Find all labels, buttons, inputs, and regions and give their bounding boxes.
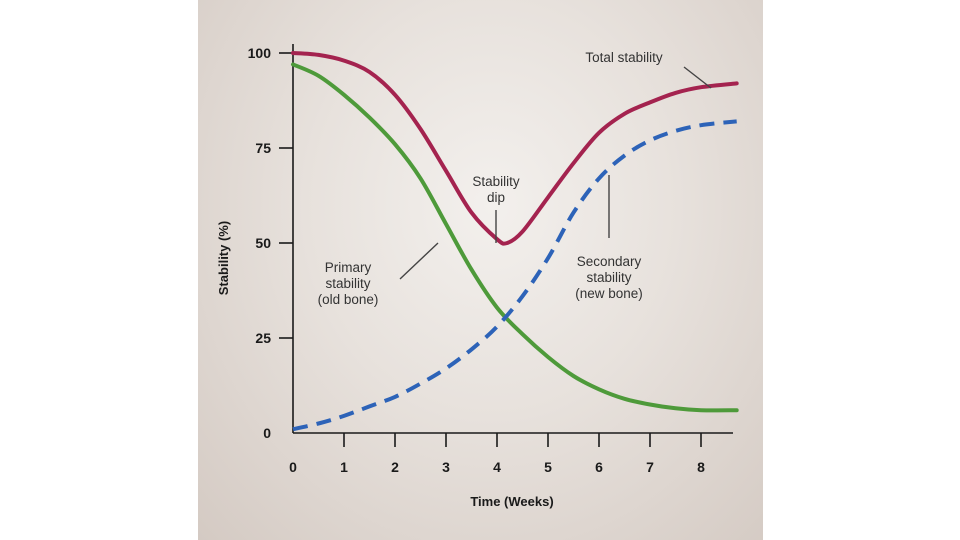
secondary-annotation-line: stability [586, 270, 631, 285]
x-tick-label: 6 [595, 459, 603, 475]
dip-annotation-line: Stability [472, 174, 520, 189]
x-tick-label: 0 [289, 459, 297, 475]
y-tick-label: 25 [255, 330, 271, 346]
total-stability-leader [683, 66, 712, 89]
x-tick-label: 2 [391, 459, 399, 475]
x-tick-label: 4 [493, 459, 501, 475]
x-axis-title: Time (Weeks) [470, 494, 553, 509]
secondary-annotation-line: Secondary [577, 254, 642, 269]
y-tick-label: 100 [248, 45, 272, 61]
axes: 0 25 50 75 100 0 1 2 3 4 5 6 7 8 Time (Weeks) Stability… [216, 44, 733, 509]
x-tick-label: 8 [697, 459, 705, 475]
y-tick-label: 0 [263, 425, 271, 441]
x-tick-label: 7 [646, 459, 654, 475]
x-tick-label: 5 [544, 459, 552, 475]
y-tick-label: 75 [255, 140, 271, 156]
curves [291, 51, 739, 432]
y-axis-title: Stability (%) [216, 221, 231, 295]
x-tick-label: 3 [442, 459, 450, 475]
primary-stability-line [291, 62, 739, 413]
secondary-annotation-line: (new bone) [575, 286, 643, 301]
total-annotation-line: Total stability [585, 50, 663, 65]
y-tick-label: 50 [255, 235, 271, 251]
primary-annotation-line: Primary [325, 260, 372, 275]
primary-annotation-line: (old bone) [318, 292, 379, 307]
annotations: Total stabilityStabilitydipPrimarystabil… [318, 50, 712, 307]
chart-panel [198, 0, 763, 540]
total-stability-line [291, 51, 739, 246]
secondary-stability-line [292, 119, 737, 432]
x-tick-label: 1 [340, 459, 348, 475]
dip-annotation-line: dip [487, 190, 505, 205]
primary-annotation-line: stability [325, 276, 370, 291]
primary-stability-leader [399, 242, 439, 280]
